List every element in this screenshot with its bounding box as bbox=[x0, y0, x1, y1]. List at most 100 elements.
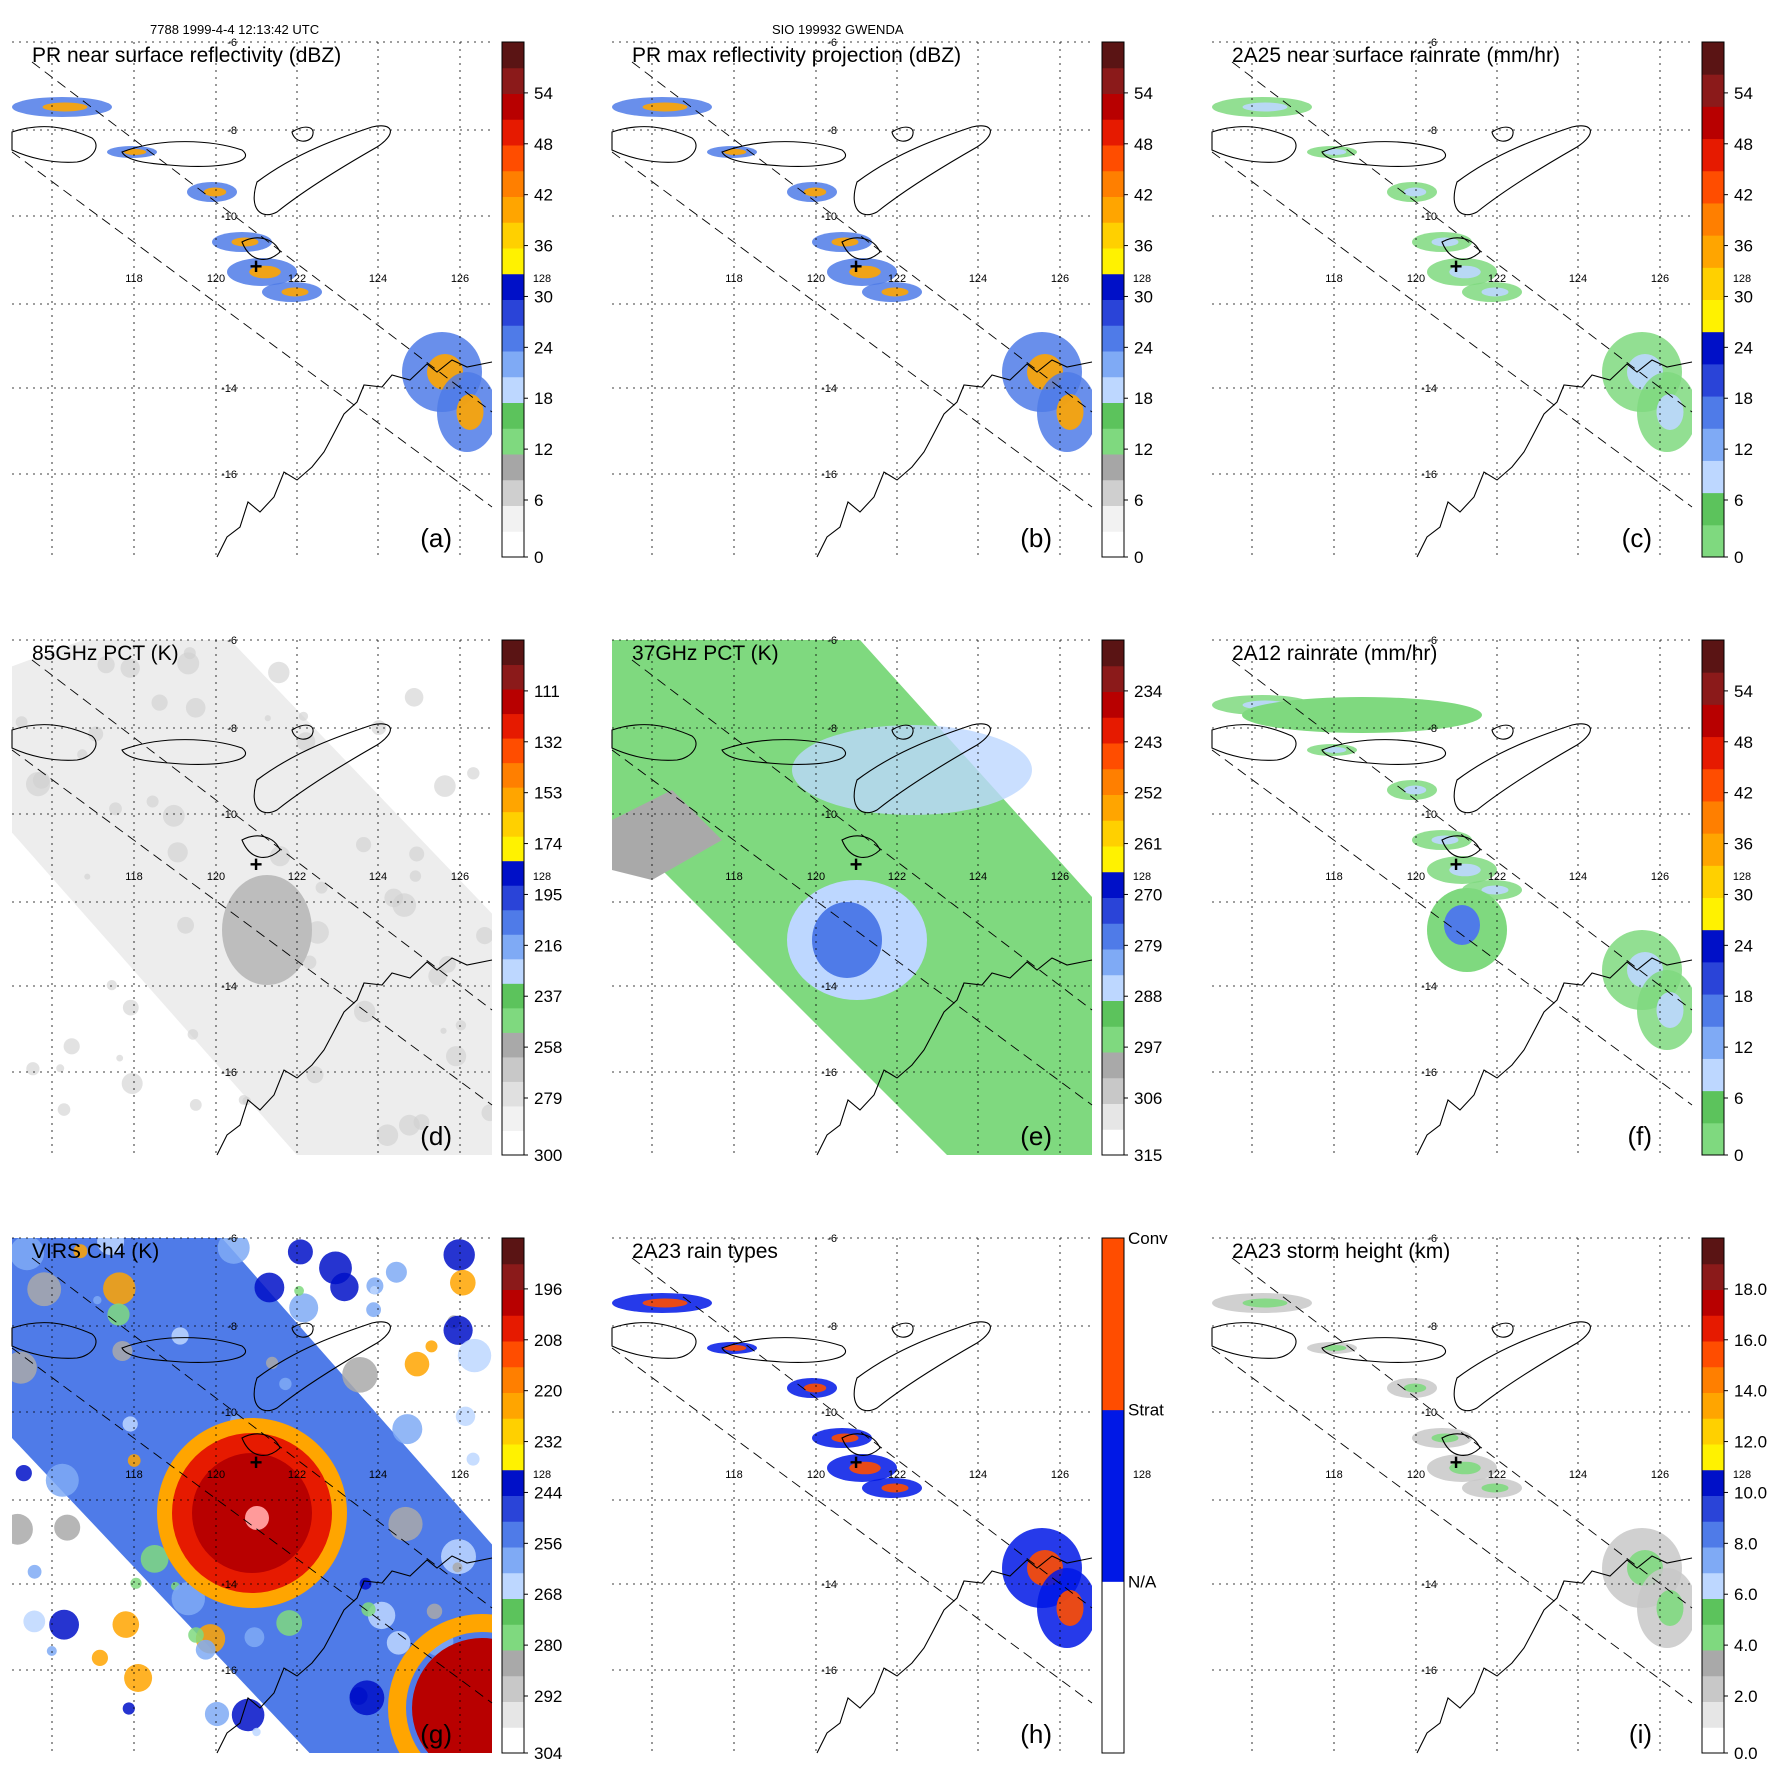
lon-tick-label: 118 bbox=[125, 871, 143, 883]
colorbar-segment bbox=[1102, 871, 1124, 898]
coastline bbox=[1321, 141, 1446, 167]
lat-tick-label: -16 bbox=[1421, 1665, 1437, 1677]
colorbar-frame bbox=[1101, 41, 1125, 558]
rain-core bbox=[849, 1461, 881, 1475]
field-i bbox=[1212, 1293, 1692, 1648]
virs-cell bbox=[287, 1239, 313, 1265]
lon-tick-label: 122 bbox=[888, 871, 906, 883]
colorbar-tick-label: 252 bbox=[1134, 784, 1162, 803]
colorbar-segment bbox=[502, 273, 524, 300]
colorbar-segment bbox=[502, 42, 524, 69]
colorbar-segment bbox=[1102, 119, 1124, 146]
lat-tick-label: -6 bbox=[1427, 635, 1437, 647]
coastline bbox=[1211, 724, 1297, 761]
rain-core bbox=[1656, 992, 1684, 1028]
tb85-cell bbox=[183, 647, 196, 660]
colorbar-tick-label: 6 bbox=[1734, 491, 1743, 510]
colorbar-i: 18.0 16.0 14.0 12.0 10.0 8.0 6.0 4.0 2.0 0.0 bbox=[1701, 1237, 1767, 1763]
colorbar-segment bbox=[1702, 1315, 1724, 1342]
virs-cell bbox=[122, 1702, 135, 1715]
rain-band-north bbox=[1242, 697, 1482, 733]
virs-cell bbox=[130, 1577, 142, 1589]
rain-core bbox=[1431, 237, 1459, 247]
virs-cell bbox=[466, 1452, 480, 1466]
colorbar-segment bbox=[1102, 1052, 1124, 1079]
colorbar-segment bbox=[1102, 1495, 1124, 1582]
coastline bbox=[291, 126, 314, 142]
tb85-cell bbox=[268, 661, 290, 684]
colorbar-tick-label: 48 bbox=[1734, 733, 1753, 752]
coastline bbox=[853, 723, 991, 814]
colorbar-segment bbox=[1102, 1129, 1124, 1156]
rain-core bbox=[1431, 1433, 1459, 1443]
lat-tick-label: -16 bbox=[821, 1665, 837, 1677]
colorbar-segment bbox=[1102, 846, 1124, 873]
colorbar-tick-label: Strat bbox=[1128, 1400, 1164, 1419]
lon-tick-label: 128 bbox=[1733, 273, 1751, 285]
colorbar-tick-label: 24 bbox=[1734, 936, 1753, 955]
coastline-australia bbox=[816, 359, 1093, 558]
coastline-australia bbox=[1416, 1555, 1693, 1754]
lat-tick-label: -6 bbox=[827, 1233, 837, 1245]
colorbar-segment bbox=[1702, 1263, 1724, 1290]
swath-edge-north bbox=[1231, 659, 1693, 1011]
rain-core bbox=[123, 149, 147, 155]
field-d bbox=[12, 640, 492, 1155]
colorbar-segment bbox=[1702, 1444, 1724, 1471]
virs-cell bbox=[370, 1286, 379, 1295]
colorbar-tick-label: 18 bbox=[1734, 987, 1753, 1006]
rain-core bbox=[803, 1383, 827, 1393]
colorbar-segment bbox=[1102, 691, 1124, 718]
rain-core bbox=[1403, 1383, 1427, 1393]
lon-tick-label: 126 bbox=[1651, 273, 1669, 285]
coastline bbox=[11, 126, 97, 163]
lon-tick-label: 118 bbox=[725, 871, 743, 883]
tb85-cell bbox=[409, 870, 422, 882]
lon-tick-label: 120 bbox=[1407, 871, 1425, 883]
panel-title: PR max reflectivity projection (dBZ) bbox=[632, 44, 961, 67]
colorbar-segment bbox=[1702, 1650, 1724, 1677]
panel-d: +118 120 122 124 126 128 -6 -8 -10 -14 -16 85GHz PC… bbox=[11, 635, 562, 1165]
coastline-australia bbox=[216, 359, 493, 558]
colorbar-segment bbox=[502, 1366, 524, 1393]
colorbar-frame bbox=[1101, 1237, 1125, 1754]
virs-cell bbox=[15, 1465, 32, 1482]
virs-cell bbox=[276, 1610, 303, 1636]
coastline bbox=[721, 739, 846, 765]
coastline bbox=[611, 126, 697, 163]
colorbar-tick-label: 216 bbox=[534, 936, 562, 955]
colorbar-segment bbox=[1702, 396, 1724, 429]
colorbar-segment bbox=[502, 1105, 524, 1131]
colorbar-tick-label: 54 bbox=[534, 84, 553, 103]
colorbar-segment bbox=[1702, 524, 1724, 558]
colorbar-segment bbox=[1702, 1624, 1724, 1651]
lat-tick-label: -10 bbox=[821, 1407, 837, 1419]
colorbar-tick-label: 18 bbox=[534, 389, 553, 408]
colorbar-tick-label: 0 bbox=[1134, 548, 1143, 567]
rain-core bbox=[1431, 835, 1459, 845]
virs-cell bbox=[103, 1272, 136, 1305]
colorbar-segment bbox=[1702, 1392, 1724, 1419]
colorbar-tick-label: 12 bbox=[1734, 440, 1753, 459]
panel-label: (f) bbox=[1627, 1121, 1652, 1151]
lat-tick-label: -16 bbox=[821, 469, 837, 481]
coastline bbox=[891, 1322, 914, 1338]
rain-core bbox=[1403, 187, 1427, 197]
panel-title: 2A25 near surface rainrate (mm/hr) bbox=[1232, 44, 1560, 67]
panel-title: 2A12 rainrate (mm/hr) bbox=[1232, 642, 1437, 665]
tb85-cell bbox=[238, 1095, 249, 1105]
tb85-cell bbox=[476, 927, 492, 945]
colorbar-segment bbox=[1702, 1026, 1724, 1059]
panel-label: (b) bbox=[1020, 523, 1052, 553]
lon-tick-label: 120 bbox=[207, 1469, 225, 1481]
colorbar-segment bbox=[502, 1701, 524, 1728]
colorbar-segment bbox=[1702, 428, 1724, 461]
colorbar-frame bbox=[501, 639, 525, 1156]
colorbar-tick-label: 42 bbox=[534, 186, 553, 205]
colorbar-tick-label: 54 bbox=[1134, 84, 1153, 103]
virs-cell bbox=[12, 1238, 45, 1271]
colorbar-segment bbox=[1102, 923, 1124, 950]
coastline bbox=[253, 1321, 391, 1412]
swath-edge-south bbox=[611, 749, 1093, 1106]
tb85-cell bbox=[77, 749, 88, 760]
